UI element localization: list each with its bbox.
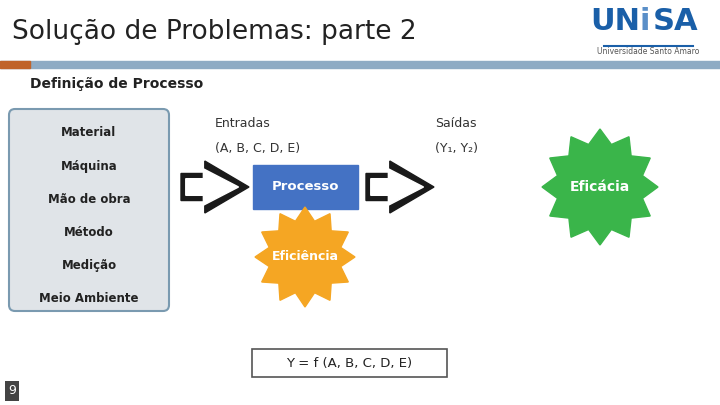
Text: Método: Método	[64, 226, 114, 239]
Text: 9: 9	[8, 384, 16, 397]
Text: (Y₁, Y₂): (Y₁, Y₂)	[435, 142, 478, 155]
Text: Máquina: Máquina	[60, 160, 117, 173]
Text: Universidade Santo Amaro: Universidade Santo Amaro	[597, 47, 699, 57]
Text: Definição de Processo: Definição de Processo	[30, 77, 203, 91]
Text: Y = f (A, B, C, D, E): Y = f (A, B, C, D, E)	[287, 356, 413, 369]
Text: Entradas: Entradas	[215, 117, 271, 130]
Text: Solução de Problemas: parte 2: Solução de Problemas: parte 2	[12, 19, 417, 45]
Bar	[0, 61, 30, 68]
Text: UN: UN	[590, 8, 640, 36]
Polygon shape	[366, 161, 434, 213]
Text: Material: Material	[61, 126, 117, 139]
Polygon shape	[186, 169, 238, 205]
Bar	[0, 61, 720, 68]
Text: i: i	[640, 8, 650, 36]
Text: Mão de obra: Mão de obra	[48, 193, 130, 206]
Text: SA: SA	[653, 8, 698, 36]
Text: Eficiência: Eficiência	[271, 251, 338, 264]
Text: Medição: Medição	[61, 259, 117, 272]
FancyBboxPatch shape	[9, 109, 169, 311]
Bar	[253, 165, 358, 209]
Polygon shape	[181, 161, 249, 213]
Text: Eficácia: Eficácia	[570, 180, 630, 194]
Polygon shape	[255, 207, 355, 307]
Polygon shape	[371, 169, 423, 205]
Text: (A, B, C, D, E): (A, B, C, D, E)	[215, 142, 300, 155]
Polygon shape	[542, 129, 658, 245]
Text: Meio Ambiente: Meio Ambiente	[40, 292, 139, 305]
Text: Saídas: Saídas	[435, 117, 477, 130]
Bar	[252, 349, 447, 377]
Text: Processo: Processo	[271, 181, 339, 194]
